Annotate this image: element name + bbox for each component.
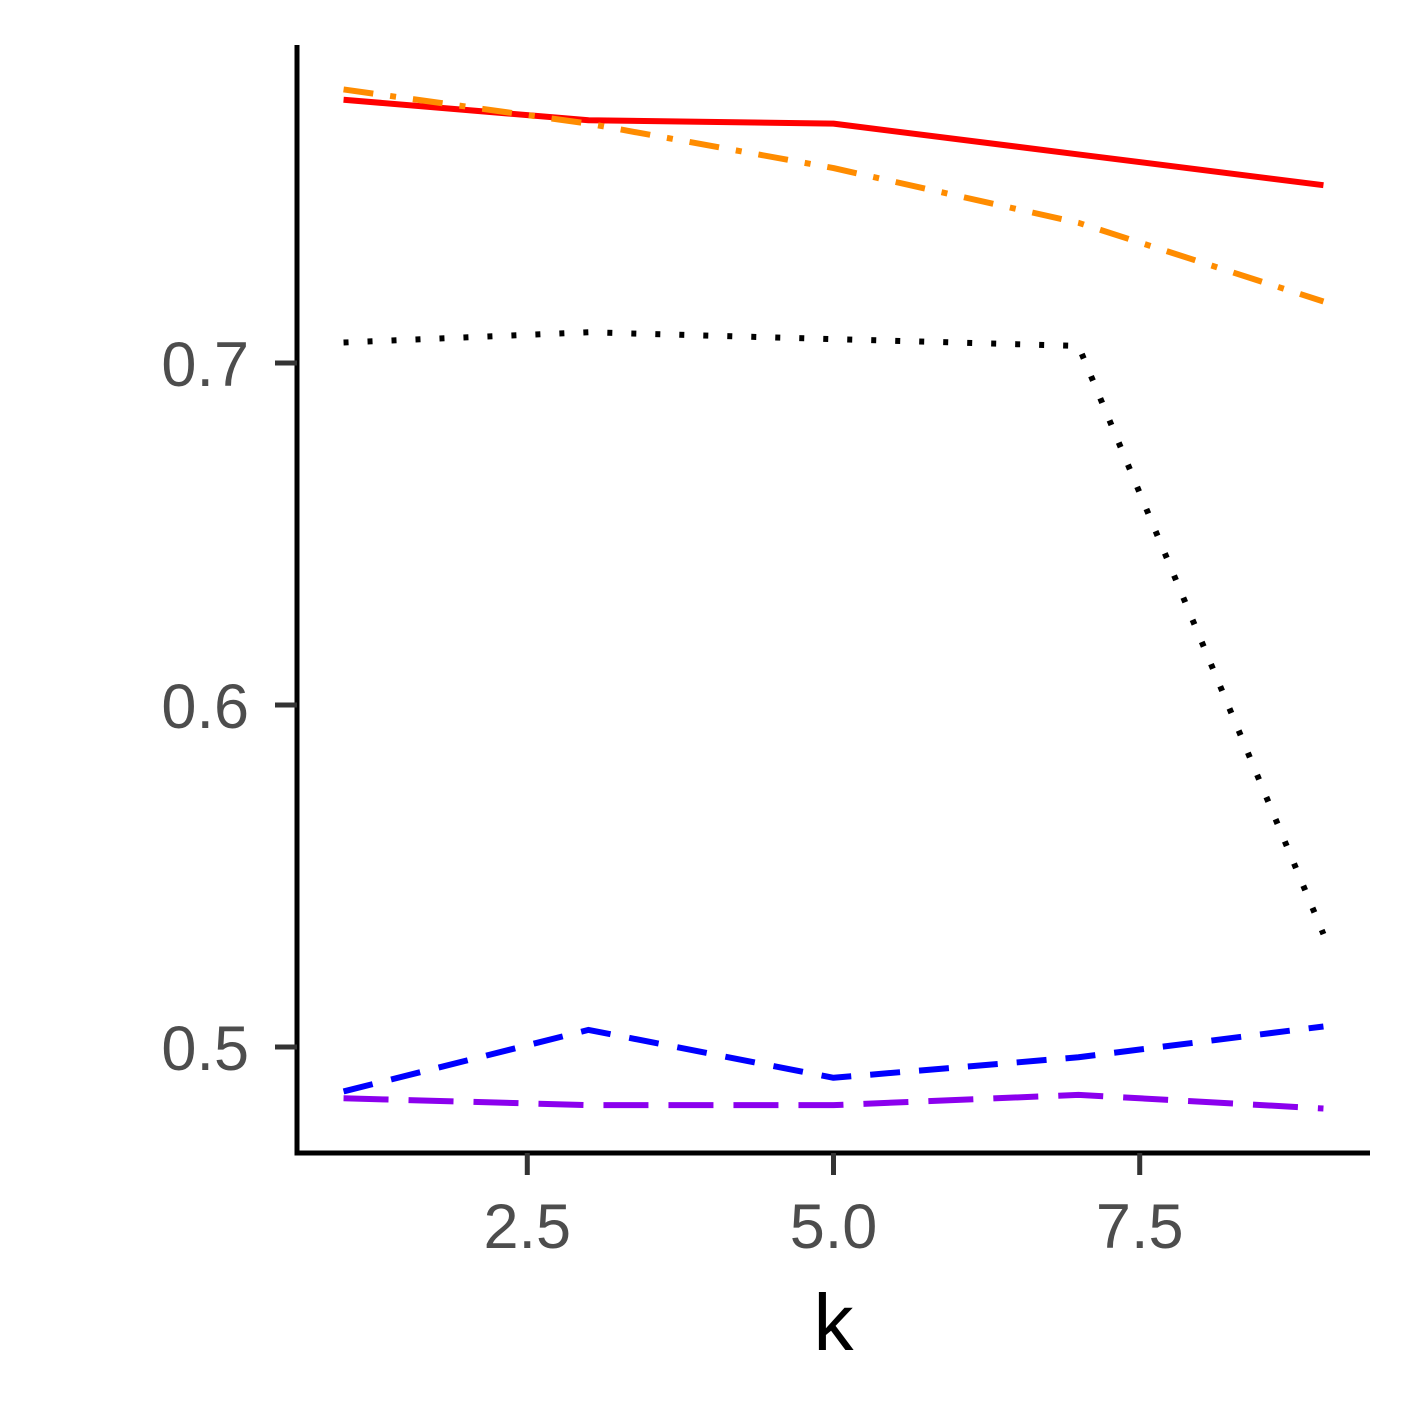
series-line-5 [343,1091,1324,1112]
axes-layer [294,45,1370,1156]
x-axis-title: k [814,1278,855,1367]
series-line-3 [343,329,1327,936]
y-tick-label: 0.6 [161,672,249,742]
y-tick-label: 0.7 [161,330,249,400]
x-tick-label: 5.0 [790,1192,878,1262]
x-tick-label: 2.5 [483,1192,571,1262]
x-tick-label: 7.5 [1096,1192,1184,1262]
ticks-layer: 0.5 0.6 0.7 2.5 5.0 7.5 [161,330,1183,1262]
series-line-4 [342,1023,1324,1095]
series-line-2 [343,86,1325,305]
y-tick-label: 0.5 [161,1014,249,1084]
series-layer [342,86,1327,1112]
